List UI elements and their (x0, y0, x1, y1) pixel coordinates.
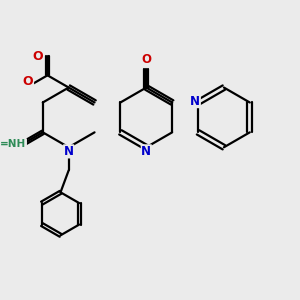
Text: N: N (64, 145, 74, 158)
Text: N: N (141, 145, 151, 158)
Text: =NH: =NH (0, 139, 26, 149)
Text: N: N (190, 94, 200, 108)
Text: O: O (33, 50, 43, 63)
Text: O: O (141, 52, 151, 65)
Text: O: O (23, 75, 34, 88)
